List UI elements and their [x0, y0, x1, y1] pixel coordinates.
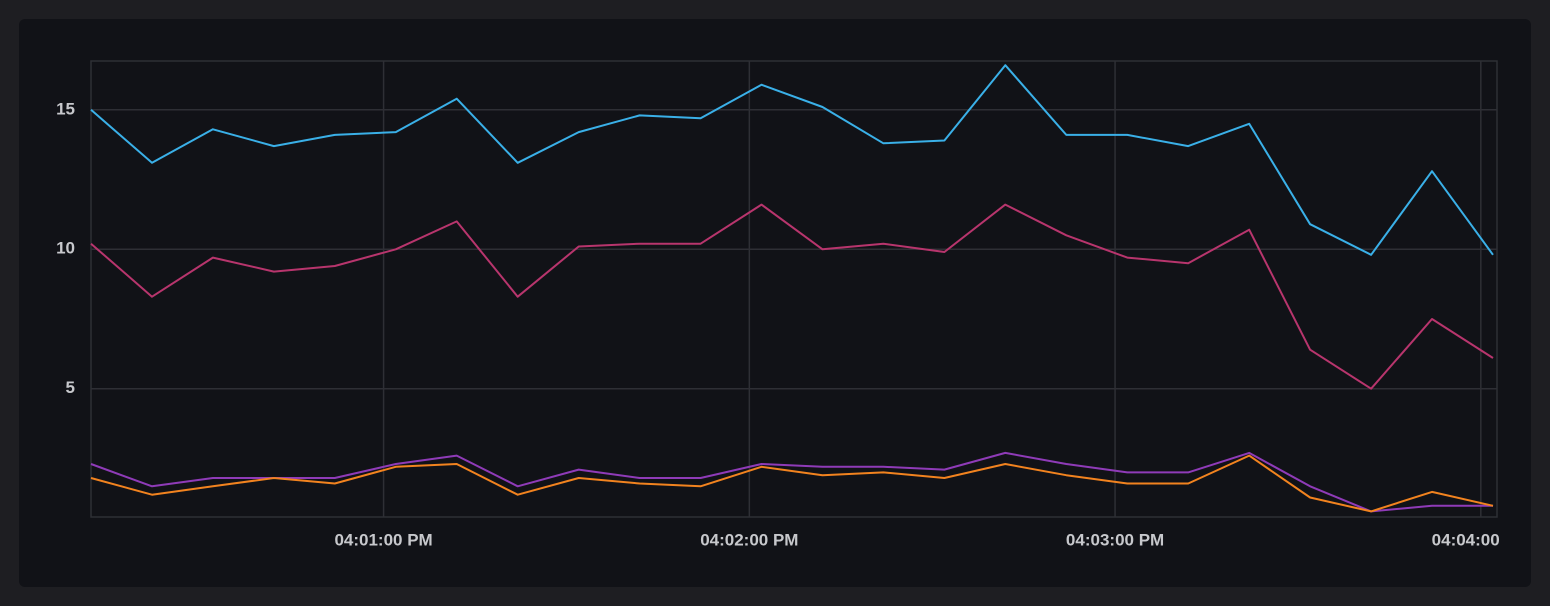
plot-border	[90, 60, 1498, 518]
series-line	[90, 451, 1493, 513]
lines	[90, 64, 1494, 513]
x-tick-label: 04:01:00 PM	[334, 530, 432, 549]
x-tick-label: 04:04:00 PM	[1432, 530, 1530, 549]
x-tick-label: 04:02:00 PM	[700, 530, 798, 549]
grid	[90, 60, 1498, 518]
series-line	[90, 454, 1494, 513]
series-line	[90, 64, 1494, 256]
labels: 5 10 15 04:01:00 PM 04:02:00 PM 04:03:00 PM 04…	[56, 99, 1530, 549]
series-line	[90, 203, 1494, 390]
y-tick-label: 15	[56, 99, 75, 118]
panel	[19, 19, 1531, 587]
y-tick-label: 5	[66, 378, 75, 397]
y-tick-label: 10	[56, 239, 75, 258]
x-tick-label: 04:03:00 PM	[1066, 530, 1164, 549]
